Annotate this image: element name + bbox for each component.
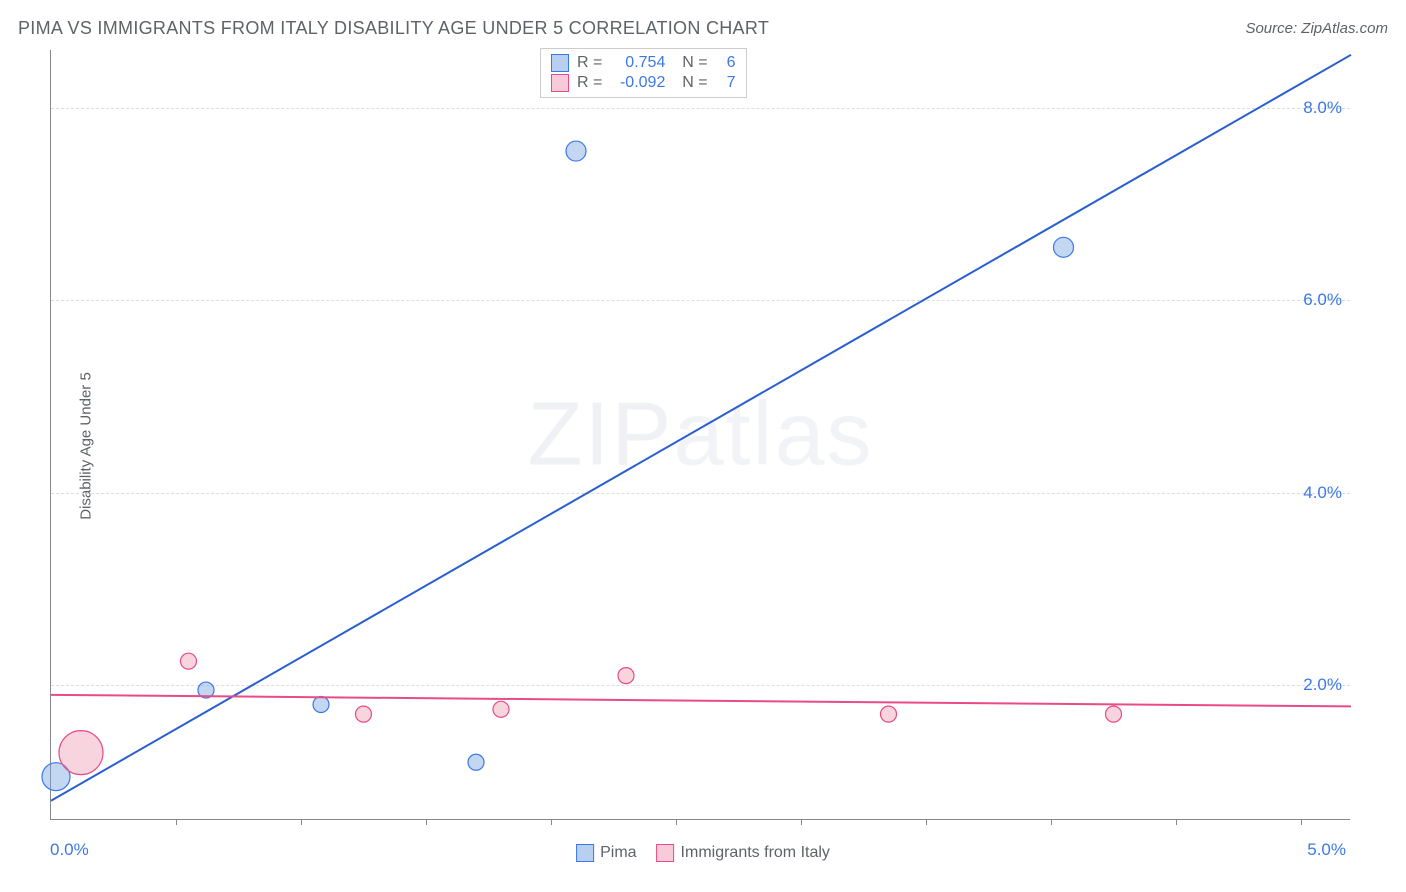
stats-row-pima: R = 0.754 N = 6 bbox=[551, 53, 736, 73]
swatch-pink-icon bbox=[657, 844, 675, 862]
source-attribution: Source: ZipAtlas.com bbox=[1245, 20, 1388, 37]
data-point bbox=[493, 701, 509, 717]
x-tick-mark bbox=[1051, 819, 1052, 825]
swatch-blue-icon bbox=[551, 54, 569, 72]
r-value-italy: -0.092 bbox=[610, 74, 665, 92]
n-value-italy: 7 bbox=[716, 74, 736, 92]
y-tick-label: 4.0% bbox=[1303, 483, 1342, 503]
legend-label-italy: Immigrants from Italy bbox=[681, 844, 830, 862]
series-legend: Pima Immigrants from Italy bbox=[576, 844, 830, 862]
data-point bbox=[468, 754, 484, 770]
data-point bbox=[881, 706, 897, 722]
x-tick-mark bbox=[1301, 819, 1302, 825]
swatch-blue-icon bbox=[576, 844, 594, 862]
n-value-pima: 6 bbox=[716, 54, 736, 72]
legend-label-pima: Pima bbox=[600, 844, 636, 862]
y-tick-label: 6.0% bbox=[1303, 290, 1342, 310]
x-tick-mark bbox=[426, 819, 427, 825]
n-label: N = bbox=[673, 54, 707, 72]
x-axis-min-label: 0.0% bbox=[50, 840, 89, 860]
regression-line bbox=[51, 695, 1351, 707]
legend-item-italy: Immigrants from Italy bbox=[657, 844, 830, 862]
legend-item-pima: Pima bbox=[576, 844, 636, 862]
x-tick-mark bbox=[676, 819, 677, 825]
plot-svg bbox=[51, 50, 1350, 819]
x-tick-mark bbox=[551, 819, 552, 825]
data-point bbox=[313, 697, 329, 713]
y-tick-label: 8.0% bbox=[1303, 98, 1342, 118]
stats-legend: R = 0.754 N = 6 R = -0.092 N = 7 bbox=[540, 48, 747, 98]
x-axis-max-label: 5.0% bbox=[1307, 840, 1346, 860]
x-tick-mark bbox=[801, 819, 802, 825]
data-point bbox=[1106, 706, 1122, 722]
r-value-pima: 0.754 bbox=[610, 54, 665, 72]
data-point bbox=[59, 731, 103, 775]
regression-line bbox=[51, 55, 1351, 801]
chart-container: PIMA VS IMMIGRANTS FROM ITALY DISABILITY… bbox=[0, 0, 1406, 892]
plot-area: ZIPatlas 2.0%4.0%6.0%8.0% bbox=[50, 50, 1350, 820]
data-point bbox=[1054, 237, 1074, 257]
n-label: N = bbox=[673, 74, 707, 92]
data-point bbox=[181, 653, 197, 669]
x-tick-mark bbox=[926, 819, 927, 825]
x-tick-mark bbox=[1176, 819, 1177, 825]
x-tick-mark bbox=[176, 819, 177, 825]
stats-row-italy: R = -0.092 N = 7 bbox=[551, 73, 736, 93]
y-tick-label: 2.0% bbox=[1303, 675, 1342, 695]
r-label: R = bbox=[577, 54, 602, 72]
r-label: R = bbox=[577, 74, 602, 92]
data-point bbox=[356, 706, 372, 722]
swatch-pink-icon bbox=[551, 74, 569, 92]
x-tick-mark bbox=[301, 819, 302, 825]
data-point bbox=[618, 668, 634, 684]
chart-title: PIMA VS IMMIGRANTS FROM ITALY DISABILITY… bbox=[18, 18, 769, 39]
data-point bbox=[566, 141, 586, 161]
